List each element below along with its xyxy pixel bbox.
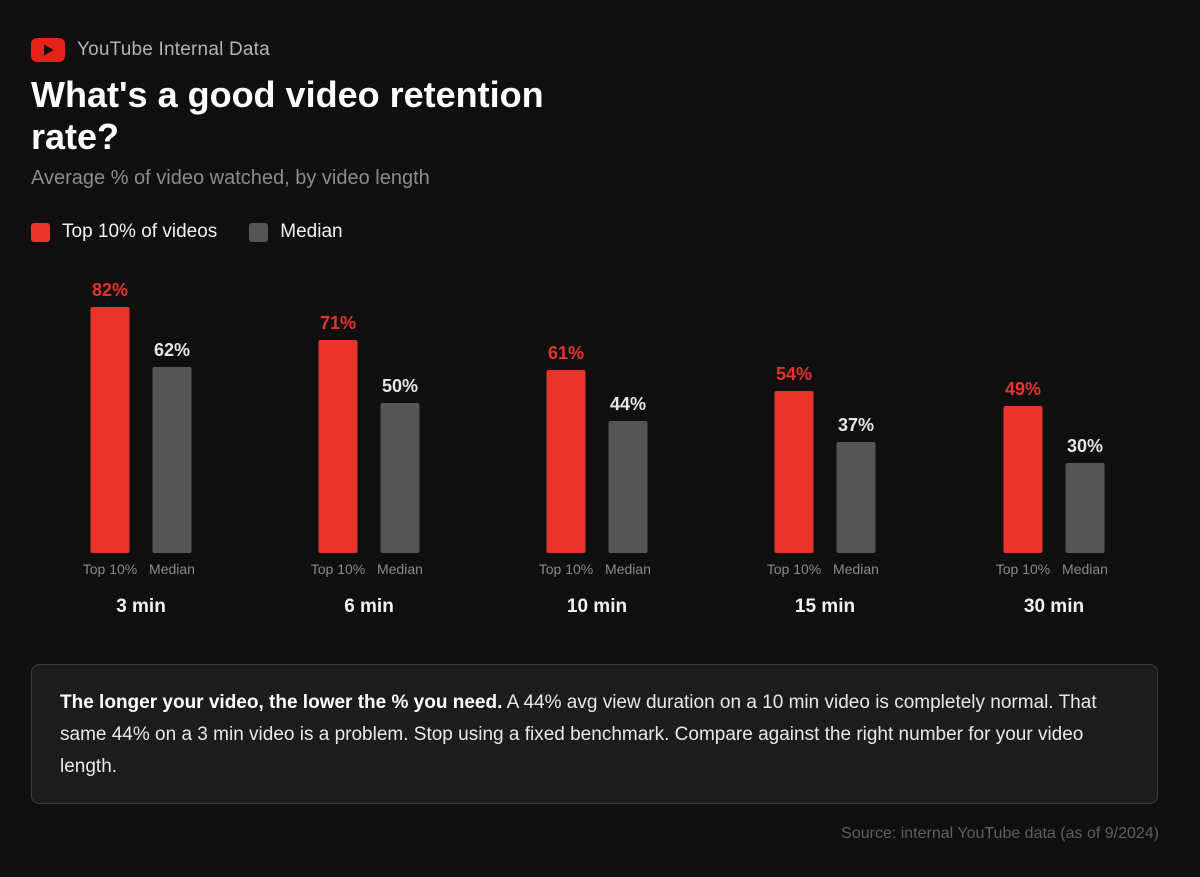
- data-label-top10-3: 54%: [776, 364, 812, 384]
- bar-label-top10-0: Top 10%: [83, 561, 137, 577]
- callout-body: A 44% avg view duration on a 10 min vide…: [60, 692, 1097, 777]
- legend: Top 10% of videos Median: [31, 221, 343, 243]
- data-label-top10-4: 49%: [1005, 379, 1041, 399]
- legend-item-top10: Top 10% of videos: [31, 221, 217, 243]
- category-label-1: 6 min: [344, 596, 394, 617]
- bar-label-median-2: Median: [605, 561, 651, 577]
- bar-top10-3: [774, 391, 814, 553]
- bar-label-median-0: Median: [149, 561, 195, 577]
- insight-callout: The longer your video, the lower the % y…: [31, 664, 1158, 804]
- legend-label-median: Median: [280, 221, 343, 242]
- category-label-4: 30 min: [1024, 596, 1084, 617]
- bar-median-4: [1065, 463, 1105, 553]
- source-note: Source: internal YouTube data (as of 9/2…: [841, 825, 1159, 842]
- bar-top10-2: [546, 370, 586, 553]
- category-label-2: 10 min: [567, 596, 627, 617]
- bar-median-1: [380, 403, 420, 553]
- bar-label-top10-4: Top 10%: [996, 561, 1050, 577]
- legend-label-top10: Top 10% of videos: [62, 221, 218, 242]
- bar-median-3: [836, 442, 876, 553]
- category-label-3: 15 min: [795, 596, 855, 617]
- legend-swatch-median: [249, 222, 269, 242]
- bar-label-top10-2: Top 10%: [539, 561, 593, 577]
- data-label-median-4: 30%: [1067, 436, 1103, 456]
- bar-top10-0: [90, 307, 130, 553]
- data-label-median-2: 44%: [610, 394, 646, 414]
- bar-top10-1: [318, 340, 358, 553]
- category-label-0: 3 min: [116, 596, 166, 617]
- data-label-median-1: 50%: [382, 376, 418, 396]
- bar-top10-4: [1003, 406, 1043, 553]
- bar-median-0: [152, 367, 192, 553]
- chart-title: What's a good video retention rate?: [31, 74, 544, 157]
- data-label-top10-0: 82%: [92, 280, 128, 300]
- bar-label-median-4: Median: [1062, 561, 1108, 577]
- bar-label-median-1: Median: [377, 561, 423, 577]
- bar-label-top10-1: Top 10%: [311, 561, 365, 577]
- legend-item-median: Median: [249, 221, 343, 243]
- youtube-logo-icon: [31, 38, 65, 62]
- data-label-median-0: 62%: [154, 340, 190, 360]
- data-label-median-3: 37%: [838, 415, 874, 435]
- data-label-top10-1: 71%: [320, 313, 356, 333]
- bar-label-median-3: Median: [833, 561, 879, 577]
- legend-swatch-top10: [31, 222, 50, 242]
- bar-label-top10-3: Top 10%: [767, 561, 821, 577]
- bar-median-2: [608, 421, 648, 553]
- data-label-top10-2: 61%: [548, 343, 584, 363]
- chart-subtitle: Average % of video watched, by video len…: [31, 167, 430, 189]
- brand: YouTube Internal Data: [31, 38, 270, 62]
- brand-label: YouTube Internal Data: [77, 39, 270, 60]
- bar-chart: 82% Top 10% 62% Median 3 min 71% Top 10% 50% Med…: [83, 280, 1108, 617]
- callout-heading: The longer your video, the lower the % y…: [60, 692, 503, 713]
